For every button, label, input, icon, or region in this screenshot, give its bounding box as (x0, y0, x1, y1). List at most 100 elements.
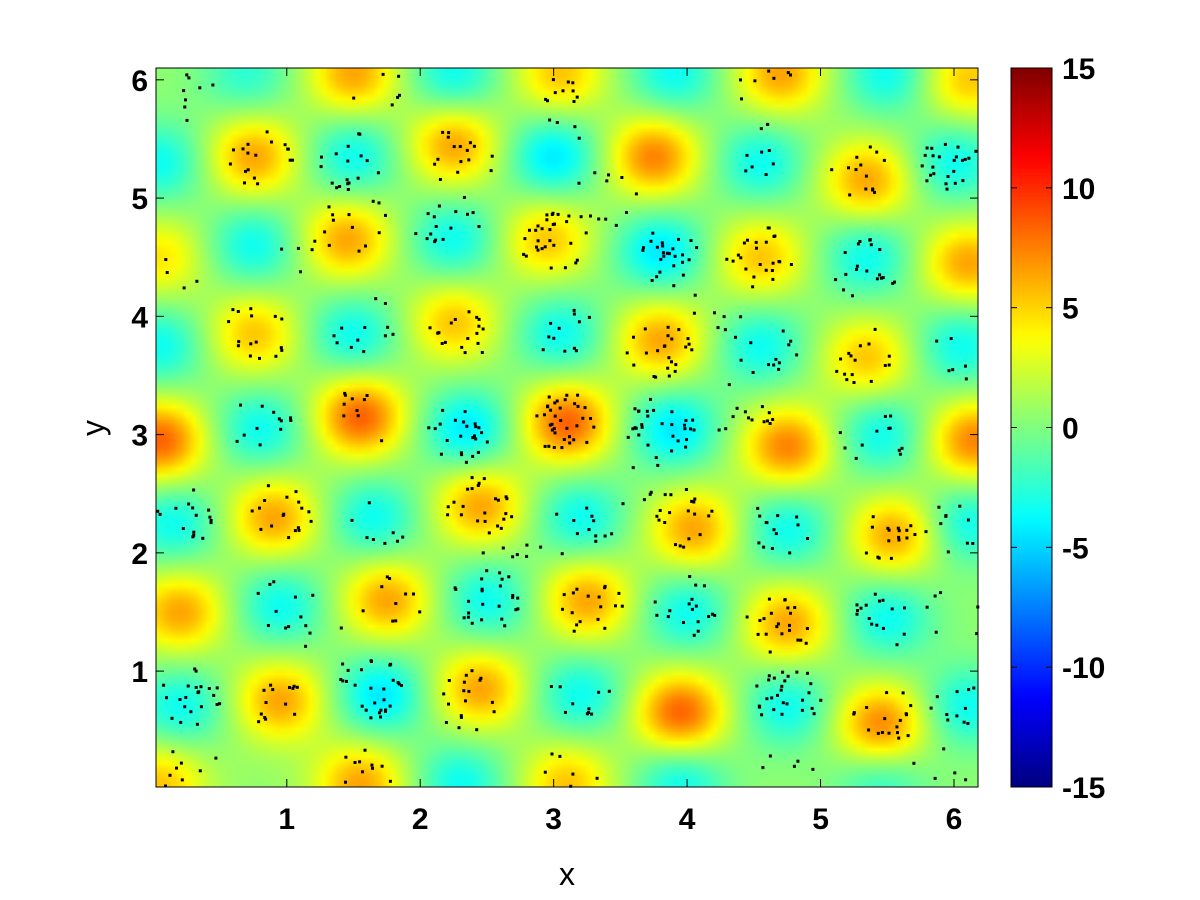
particle-point (652, 375, 656, 378)
particle-point (485, 569, 489, 573)
particle-point (539, 545, 543, 549)
particle-point (964, 377, 968, 381)
particle-point (558, 406, 562, 410)
particle-point (535, 414, 539, 418)
particle-point (744, 267, 748, 271)
particle-point (693, 512, 697, 516)
particle-point (446, 135, 450, 139)
particle-point (342, 414, 346, 418)
particle-point (745, 615, 749, 619)
particle-point (165, 271, 169, 274)
particle-point (667, 356, 671, 360)
particle-point (868, 145, 872, 149)
particle-point (266, 484, 270, 488)
particle-point (865, 269, 869, 273)
particle-point (162, 683, 166, 687)
particle-point (201, 536, 205, 540)
particle-point (878, 273, 882, 277)
particle-point (766, 123, 770, 126)
particle-point (358, 760, 362, 764)
particle-point (277, 417, 281, 421)
particle-point (309, 519, 313, 523)
particle-point (571, 591, 575, 595)
x-tick-label: 2 (412, 803, 429, 836)
particle-point (864, 187, 868, 191)
particle-point (164, 784, 167, 788)
particle-point (925, 146, 929, 150)
particle-point (867, 617, 871, 620)
particle-point (436, 331, 440, 335)
particle-point (783, 679, 787, 683)
particle-point (258, 356, 261, 360)
particle-point (447, 679, 451, 682)
particle-point (467, 599, 471, 603)
particle-point (382, 687, 386, 691)
particle-point (764, 268, 768, 272)
particle-point (327, 205, 331, 209)
particle-point (369, 686, 373, 690)
particle-point (754, 240, 758, 244)
particle-point (563, 266, 567, 270)
particle-point (381, 72, 385, 76)
particle-point (249, 307, 253, 311)
particle-point (572, 346, 576, 350)
plot-frame (155, 67, 979, 788)
particle-point (614, 223, 618, 227)
particle-point (282, 512, 286, 516)
particle-point (575, 95, 579, 99)
particle-point (174, 506, 178, 510)
particle-point (243, 181, 246, 185)
particle-point (855, 267, 858, 271)
particle-point (555, 512, 559, 516)
particle-point (346, 159, 350, 163)
particle-point (475, 331, 479, 335)
particle-point (441, 408, 445, 412)
particle-point (575, 587, 579, 591)
particle-point (658, 270, 662, 274)
particle-point (762, 617, 766, 621)
particle-point (655, 514, 659, 518)
particle-point (195, 722, 199, 726)
particle-point (440, 342, 444, 345)
colorbar-tick-label: -15 (1062, 772, 1105, 805)
particle-point (194, 513, 198, 517)
particle-point (585, 440, 589, 444)
particle-point (645, 409, 649, 413)
particle-point (760, 405, 764, 409)
particle-point (668, 511, 672, 515)
particle-point (775, 625, 779, 629)
particle-point (218, 702, 222, 706)
particle-point (183, 705, 187, 709)
particle-point (642, 498, 646, 502)
particle-point (541, 348, 545, 352)
particle-point (284, 626, 288, 630)
particle-point (666, 334, 670, 338)
particle-point (463, 351, 467, 355)
particle-point (345, 178, 349, 182)
particle-point (349, 345, 353, 349)
particle-point (466, 337, 470, 340)
particle-point (487, 531, 491, 535)
particle-point (291, 686, 295, 690)
particle-point (470, 487, 474, 491)
particle-point (571, 702, 575, 706)
particle-point (543, 245, 547, 249)
particle-point (362, 398, 366, 402)
particle-point (961, 179, 965, 183)
particle-point (503, 624, 507, 628)
particle-point (690, 348, 694, 352)
particle-point (691, 418, 695, 422)
particle-point (258, 443, 262, 447)
particle-point (463, 410, 467, 414)
particle-point (362, 350, 366, 354)
particle-point (500, 577, 504, 581)
particle-point (249, 342, 253, 346)
particle-point (869, 243, 873, 247)
particle-point (185, 118, 189, 122)
particle-point (683, 423, 686, 427)
x-tick-label: 3 (545, 803, 562, 836)
particle-point (446, 513, 450, 517)
particle-point (473, 422, 477, 426)
particle-point (632, 363, 636, 367)
particle-point (178, 698, 182, 701)
